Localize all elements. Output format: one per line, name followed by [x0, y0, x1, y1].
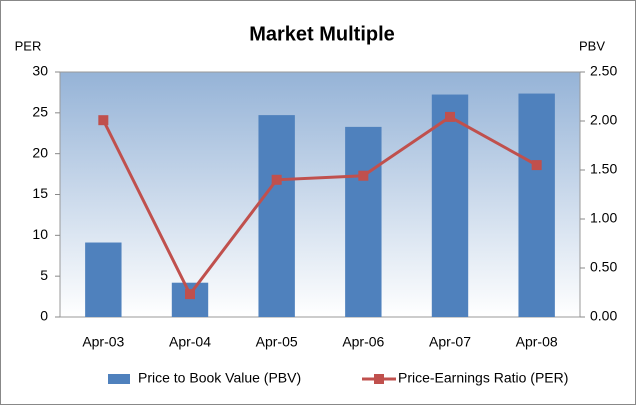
x-tick-label: Apr-03	[82, 334, 124, 350]
x-tick-label: Apr-06	[342, 334, 384, 350]
bar	[258, 115, 295, 318]
y-tick-label: 25	[32, 104, 48, 120]
y-tick-label: 15	[32, 185, 48, 201]
y2-tick-label: 2.50	[590, 63, 617, 79]
y2-tick-label: 0.50	[590, 259, 617, 275]
y2-tick-label: 2.00	[590, 112, 617, 128]
y-tick-label: 20	[32, 144, 48, 160]
bar	[345, 126, 382, 317]
marker	[185, 289, 195, 300]
marker	[531, 160, 542, 171]
y-tick-label: 0	[40, 308, 48, 324]
y-tick-label: 10	[32, 226, 48, 242]
marker	[98, 115, 109, 126]
y2-tick-label: 1.00	[590, 210, 617, 226]
legend-label: Price to Book Value (PBV)	[138, 370, 301, 386]
chart-title: Market Multiple	[249, 23, 395, 45]
x-tick-label: Apr-07	[429, 334, 471, 350]
legend-swatch	[108, 374, 130, 384]
bar	[171, 282, 209, 317]
y2-tick-label: 1.50	[590, 161, 617, 177]
x-tick-label: Apr-05	[256, 334, 298, 350]
marker	[271, 174, 282, 185]
line	[101, 115, 538, 297]
plot-area	[59, 71, 581, 318]
marker	[358, 170, 369, 181]
x-tick-label: Apr-08	[516, 334, 558, 350]
y-tick-label: 5	[40, 267, 48, 283]
bar	[431, 94, 469, 317]
marker	[445, 111, 455, 122]
legend-swatch	[374, 374, 384, 384]
y2-tick-label: 0.00	[590, 308, 617, 324]
legend-label: Price-Earnings Ratio (PER)	[398, 370, 568, 386]
bar	[518, 93, 555, 317]
y-axis-title: PER	[15, 38, 42, 53]
bar	[85, 242, 122, 317]
y-tick-label: 30	[32, 63, 48, 79]
y2-axis-title: PBV	[579, 38, 605, 53]
x-tick-label: Apr-04	[169, 334, 211, 350]
